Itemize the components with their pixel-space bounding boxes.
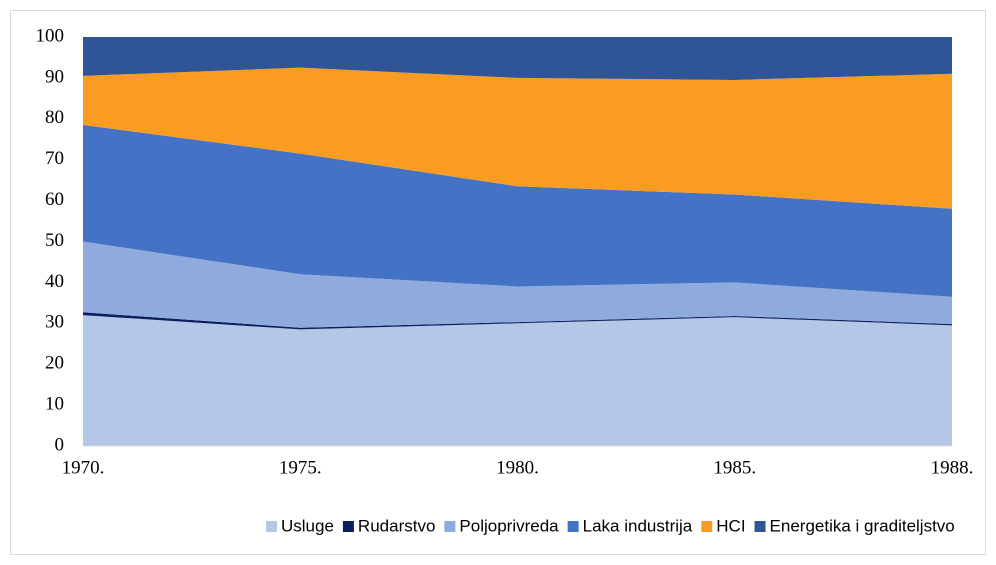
legend-label: Energetika i graditeljstvo [770, 516, 955, 535]
legend-swatch [266, 521, 277, 532]
y-tick-label: 10 [45, 393, 64, 414]
y-tick-label: 80 [45, 107, 64, 128]
area [83, 312, 952, 330]
x-tick-label: 1985. [713, 457, 756, 478]
y-tick-label: 100 [36, 25, 65, 46]
legend-label: Laka industrija [583, 516, 693, 535]
x-tick-label: 1970. [62, 457, 105, 478]
legend-swatch [701, 521, 713, 532]
legend-swatch [754, 521, 766, 532]
legend-label: Usluge [281, 516, 334, 535]
legend-swatch [444, 521, 456, 532]
x-tick-label: 1988. [931, 457, 974, 478]
legend-label: Poljoprivreda [459, 516, 559, 535]
legend-swatch [342, 521, 354, 532]
y-tick-label: 20 [45, 353, 64, 374]
legend-swatch [567, 521, 579, 532]
legend-label: HCI [716, 516, 745, 535]
x-tick-label: 1975. [279, 457, 322, 478]
area [83, 67, 952, 209]
area [83, 37, 952, 80]
y-tick-label: 70 [45, 148, 64, 169]
area [83, 315, 952, 446]
legend-label: Rudarstvo [358, 516, 435, 535]
y-tick-label: 40 [45, 271, 64, 292]
y-tick-label: 50 [45, 230, 64, 251]
y-tick-label: 90 [45, 66, 64, 87]
area [83, 124, 952, 297]
y-tick-label: 60 [45, 189, 64, 210]
y-tick-label: 0 [55, 434, 65, 455]
y-tick-label: 30 [45, 312, 64, 333]
x-tick-label: 1980. [496, 457, 539, 478]
area [83, 241, 952, 328]
